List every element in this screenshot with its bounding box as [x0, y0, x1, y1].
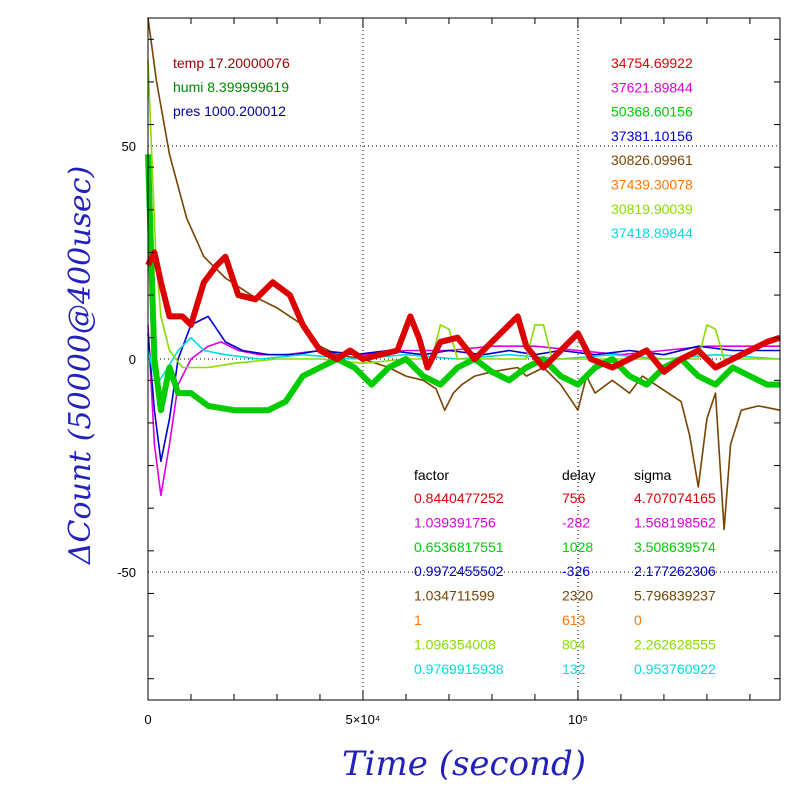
- table-cell-sigma: 0.953760922: [634, 661, 716, 677]
- table-cell-sigma: 3.508639574: [634, 539, 716, 555]
- tick-labels: 0 5×10⁴ 10⁵ 50 0 -50: [117, 139, 588, 727]
- table-cell-factor: 0.9769915938: [414, 661, 504, 677]
- table-cell-delay: 804: [562, 636, 586, 652]
- table-cell-sigma: 0: [634, 612, 642, 628]
- plot-frame: [147, 17, 781, 701]
- table-cell-delay: -282: [562, 514, 590, 530]
- env-label: humi 8.399999619: [173, 79, 289, 95]
- mean-label: 50368.60156: [611, 104, 693, 120]
- x-tick-label: 0: [144, 712, 151, 727]
- annotations: temp 17.20000076 humi 8.399999619 pres 100…: [173, 55, 716, 677]
- y-tick-label: -50: [117, 565, 136, 580]
- table-cell-sigma: 1.568198562: [634, 514, 716, 530]
- env-label: pres 1000.200012: [173, 103, 286, 119]
- table-cell-delay: 132: [562, 661, 586, 677]
- table-header-sigma: sigma: [634, 467, 672, 483]
- table-header-delay: delay: [562, 467, 595, 483]
- table-cell-sigma: 5.796839237: [634, 588, 716, 604]
- y-axis-label: ΔCount (50000@400usec): [63, 166, 98, 565]
- axis-ticks: [148, 18, 780, 700]
- y-tick-label: 50: [122, 139, 136, 154]
- mean-label: 30819.90039: [611, 201, 693, 217]
- table-cell-factor: 1.034711599: [414, 588, 495, 604]
- series-line-4: [147, 60, 780, 369]
- series-line-0: [147, 17, 781, 531]
- table-cell-delay: 613: [562, 612, 586, 628]
- table-cell-delay: 756: [562, 490, 586, 506]
- table-header-factor: factor: [414, 467, 449, 483]
- mean-label: 30826.09961: [611, 152, 693, 168]
- series-line-6: [145, 249, 781, 375]
- x-axis-label: Time (second): [342, 744, 586, 784]
- mean-label: 37621.89844: [611, 79, 693, 95]
- mean-label: 37439.30078: [611, 177, 693, 193]
- table-cell-factor: 0.9972455502: [414, 563, 504, 579]
- table-cell-delay: 2320: [562, 588, 593, 604]
- mean-label: 37381.10156: [611, 128, 693, 144]
- x-tick-label: 10⁵: [568, 712, 588, 727]
- table-cell-sigma: 4.707074165: [634, 490, 716, 506]
- table-cell-factor: 0.6536817551: [414, 539, 504, 555]
- y-tick-label: 0: [129, 352, 136, 367]
- table-cell-factor: 0.8440477252: [414, 490, 504, 506]
- mean-label: 37418.89844: [611, 225, 693, 241]
- table-cell-factor: 1.096354008: [414, 636, 496, 652]
- table-cell-sigma: 2.177262306: [634, 563, 716, 579]
- table-cell-factor: 1: [414, 612, 422, 628]
- mean-label: 34754.69922: [611, 55, 693, 71]
- table-cell-sigma: 2.262628555: [634, 636, 716, 652]
- table-cell-delay: 1028: [562, 539, 593, 555]
- x-tick-label: 5×10⁴: [346, 712, 381, 727]
- env-label: temp 17.20000076: [173, 55, 290, 71]
- table-cell-factor: 1.039391756: [414, 514, 496, 530]
- table-cell-delay: -326: [562, 563, 590, 579]
- series-lines: [145, 17, 781, 531]
